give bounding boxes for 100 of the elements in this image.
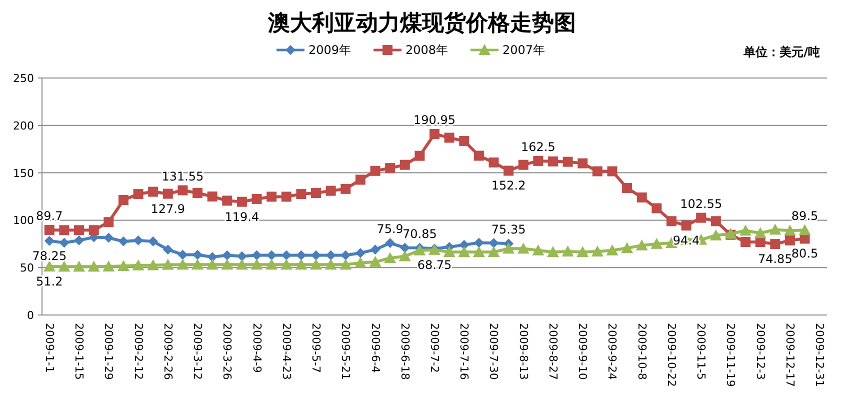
point [178, 250, 188, 260]
y-tick-label: 100 [13, 214, 34, 228]
point [562, 156, 573, 167]
point [236, 196, 247, 207]
point [740, 237, 751, 248]
point [206, 258, 218, 270]
point [266, 192, 277, 202]
point [162, 244, 173, 255]
data-label: 89.5 [791, 209, 818, 224]
point [326, 186, 336, 196]
x-tick-label: 2009-12-17 [783, 323, 796, 387]
point [340, 258, 352, 270]
point [681, 220, 692, 231]
point [354, 256, 366, 268]
x-tick-label: 2009-9-10 [576, 323, 590, 380]
data-label: 70.85 [402, 226, 437, 241]
point [192, 258, 204, 270]
point [295, 258, 308, 270]
point [355, 174, 366, 185]
point [58, 260, 70, 272]
point [576, 246, 589, 258]
data-label: 152.2 [491, 178, 526, 193]
point [281, 192, 292, 202]
point [222, 250, 232, 260]
point [548, 156, 558, 166]
point [252, 194, 262, 204]
point [666, 216, 676, 226]
point [414, 150, 425, 161]
point [178, 185, 188, 196]
text: 单位：美元/吨 [742, 45, 820, 59]
point [385, 163, 396, 174]
x-tick-label: 2009-10-8 [635, 323, 648, 380]
point [133, 189, 144, 200]
point [636, 192, 647, 202]
point [784, 224, 796, 236]
point [324, 258, 337, 270]
point [385, 238, 396, 248]
point [458, 246, 470, 258]
point [118, 236, 128, 246]
point [384, 252, 396, 264]
point [104, 217, 114, 228]
point [311, 250, 322, 260]
point [370, 166, 380, 176]
data-label: 190.95 [414, 112, 456, 127]
point [414, 244, 426, 256]
point [132, 259, 144, 270]
point [44, 236, 54, 246]
point [340, 250, 351, 260]
data-label: 74.85 [758, 252, 792, 266]
point [607, 166, 618, 176]
x-tick-label: 2009-12-3 [754, 323, 767, 380]
point [221, 258, 234, 270]
point [207, 192, 218, 202]
point [430, 128, 440, 139]
point [148, 236, 158, 246]
point [88, 260, 100, 272]
point [148, 186, 158, 197]
point [340, 184, 351, 194]
data-label: 119.4 [224, 210, 260, 224]
point [236, 251, 247, 262]
x-tick-label: 2009-1-15 [72, 323, 86, 380]
point [696, 212, 706, 223]
data-label: 80.5 [791, 246, 818, 261]
y-tick-label: 150 [13, 166, 34, 180]
point [222, 196, 232, 206]
x-tick-label: 2009-3-26 [220, 323, 234, 380]
point [502, 242, 515, 254]
point [636, 239, 648, 250]
point [474, 238, 484, 248]
x-tick-label: 2009-7-16 [458, 323, 471, 380]
point [400, 160, 410, 170]
point [710, 229, 722, 240]
point [266, 250, 277, 260]
legend-label: 2007年 [502, 43, 546, 57]
point [44, 224, 54, 235]
y-tick-label: 50 [20, 262, 34, 275]
data-label: 68.75 [417, 258, 452, 272]
legend-label: 2008年 [406, 43, 448, 57]
data-label: 75.9 [376, 222, 404, 236]
point [236, 258, 248, 270]
data-label: 127.9 [150, 202, 186, 216]
point [443, 246, 456, 258]
point [280, 258, 292, 270]
x-tick-label: 2009-1-29 [102, 323, 116, 380]
x-tick-label: 2009-4-9 [250, 323, 264, 373]
x-tick-label: 2009-5-7 [310, 323, 323, 373]
x-tick-label: 2009-2-12 [132, 323, 145, 380]
point [592, 166, 602, 176]
x-tick-label: 2009-6-4 [368, 323, 382, 373]
y-tick-label: 200 [13, 119, 34, 132]
point [784, 235, 795, 246]
point [147, 259, 160, 270]
point [578, 158, 588, 168]
point [459, 136, 470, 146]
point [562, 245, 574, 256]
point [117, 260, 130, 271]
point [88, 225, 99, 236]
point [59, 225, 70, 236]
point [281, 250, 292, 260]
point [252, 250, 262, 260]
